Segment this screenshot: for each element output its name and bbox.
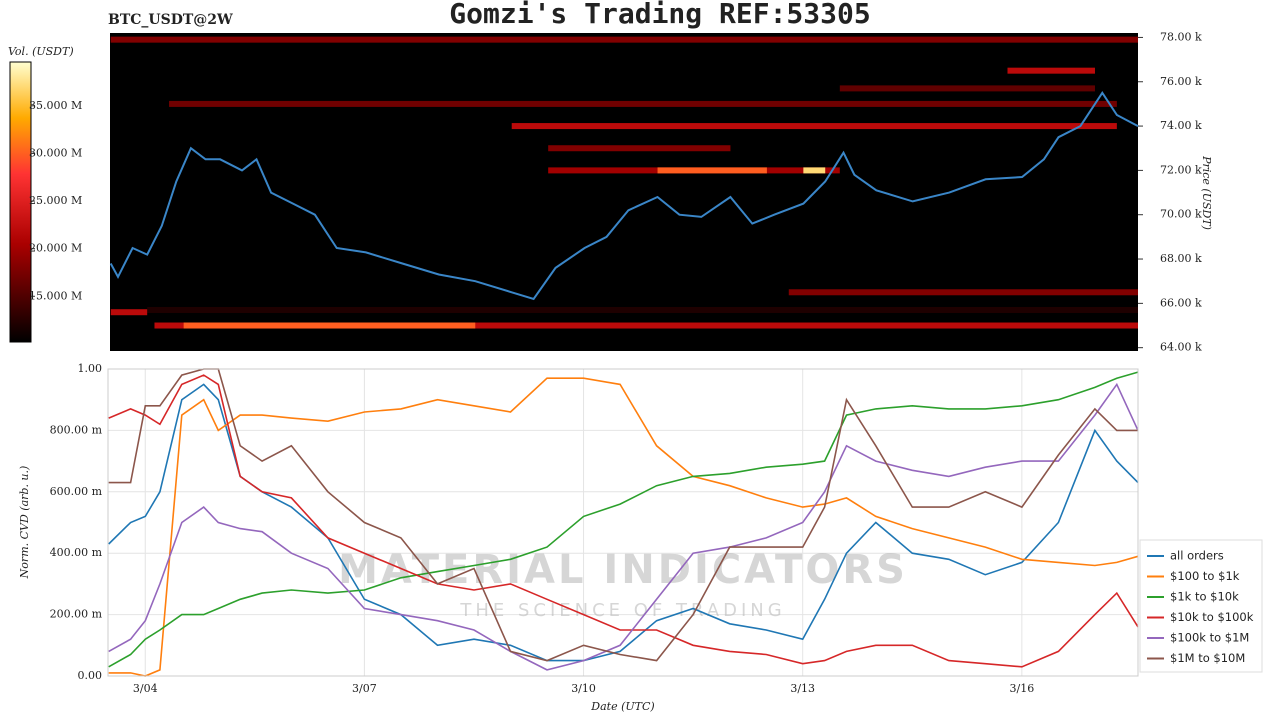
- y-tick-label: 74.00 k: [1160, 119, 1202, 132]
- heat-cell: [788, 289, 1138, 296]
- heat-cell: [511, 123, 1117, 130]
- plot-frame: [107, 368, 1139, 677]
- legend: [1139, 539, 1263, 673]
- colorbar-tick-label: 35.000 M: [29, 99, 82, 112]
- heat-cell: [110, 309, 148, 316]
- y-tick-label: 76.00 k: [1160, 75, 1202, 88]
- heat-cell: [548, 145, 731, 152]
- colorbar-tick-label: 20.000 M: [29, 242, 82, 255]
- series-line: [108, 371, 1139, 668]
- x-tick-label: 3/16: [1009, 682, 1034, 695]
- watermark-sub: THE SCIENCE OF TRADING: [459, 600, 785, 621]
- heat-cell: [169, 100, 1117, 107]
- subtitle: BTC_USDT@2W: [108, 12, 233, 28]
- y-axis-label: Norm. CVD (arb. u.): [18, 466, 31, 580]
- y-tick-label: 66.00 k: [1160, 296, 1202, 309]
- heat-cell: [1007, 67, 1095, 74]
- price-line: [109, 90, 1139, 301]
- heat-cell: [154, 322, 1138, 329]
- heat-cell: [183, 322, 476, 329]
- y-tick-label: 72.00 k: [1160, 163, 1202, 176]
- x-tick-label: 3/10: [571, 682, 596, 695]
- legend-label: $1k to $10k: [1170, 590, 1239, 604]
- heat-cell: [147, 307, 1138, 314]
- x-tick-label: 3/04: [133, 682, 158, 695]
- series-line: [108, 374, 1139, 668]
- colorbar-tick-label: 30.000 M: [29, 146, 82, 159]
- y-tick-label: 64.00 k: [1160, 341, 1202, 354]
- x-tick-label: 3/07: [352, 682, 377, 695]
- y-tick-label: 68.00 k: [1160, 252, 1202, 265]
- y-axis-label: Price (USDT): [1200, 155, 1213, 230]
- colorbar-tick-label: 15.000 M: [29, 289, 82, 302]
- colorbar-tick-label: 25.000 M: [29, 194, 82, 207]
- y-tick-label: 800.00 m: [50, 423, 103, 436]
- x-tick-label: 3/13: [790, 682, 815, 695]
- y-tick-label: 0.00: [78, 669, 103, 682]
- y-tick-label: 200.00 m: [50, 608, 103, 621]
- legend-label: $100 to $1k: [1170, 569, 1240, 583]
- legend-label: $100k to $1M: [1170, 631, 1249, 645]
- y-tick-label: 78.00 k: [1160, 30, 1202, 43]
- legend-label: $10k to $100k: [1170, 610, 1254, 624]
- heat-cell: [657, 167, 767, 174]
- chart-title: Gomzi's Trading REF:53305: [449, 0, 870, 30]
- legend-label: $1M to $10M: [1170, 651, 1245, 665]
- watermark: MATERIAL INDICATORS: [338, 547, 908, 593]
- y-tick-label: 70.00 k: [1160, 208, 1202, 221]
- y-tick-label: 600.00 m: [50, 485, 103, 498]
- y-tick-label: 400.00 m: [50, 546, 103, 559]
- heat-cell: [803, 167, 826, 174]
- colorbar: [9, 61, 32, 343]
- series-line: [108, 377, 1139, 677]
- colorbar-label: Vol. (USDT): [8, 45, 74, 58]
- x-axis-label: Date (UTC): [590, 700, 654, 713]
- plot-background: [110, 33, 1138, 351]
- y-tick-label: 1.00: [78, 362, 103, 375]
- heat-cell: [839, 85, 1095, 92]
- heat-cell: [110, 36, 1138, 43]
- legend-label: all orders: [1170, 549, 1224, 563]
- series-line: [108, 382, 1139, 671]
